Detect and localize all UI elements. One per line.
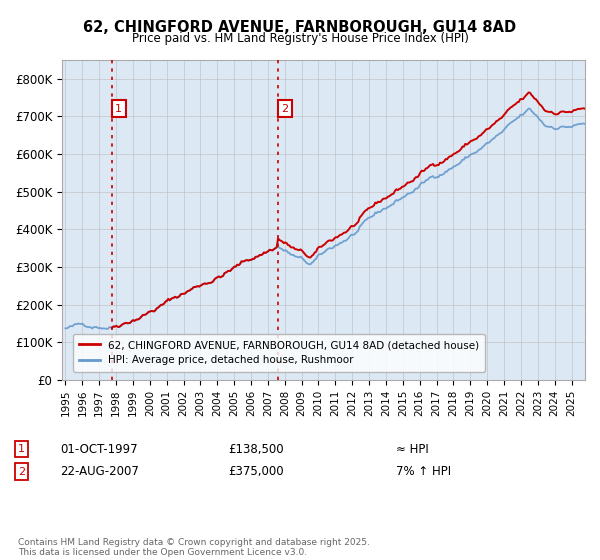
Text: £138,500: £138,500 [228, 442, 284, 456]
Legend: 62, CHINGFORD AVENUE, FARNBOROUGH, GU14 8AD (detached house), HPI: Average price: 62, CHINGFORD AVENUE, FARNBOROUGH, GU14 … [73, 334, 485, 372]
Text: 7% ↑ HPI: 7% ↑ HPI [396, 465, 451, 478]
Text: Contains HM Land Registry data © Crown copyright and database right 2025.
This d: Contains HM Land Registry data © Crown c… [18, 538, 370, 557]
Text: ≈ HPI: ≈ HPI [396, 442, 429, 456]
Text: 1: 1 [18, 444, 25, 454]
Text: Price paid vs. HM Land Registry's House Price Index (HPI): Price paid vs. HM Land Registry's House … [131, 32, 469, 45]
Text: £375,000: £375,000 [228, 465, 284, 478]
Text: 62, CHINGFORD AVENUE, FARNBOROUGH, GU14 8AD: 62, CHINGFORD AVENUE, FARNBOROUGH, GU14 … [83, 20, 517, 35]
Text: 22-AUG-2007: 22-AUG-2007 [60, 465, 139, 478]
Text: 2: 2 [281, 104, 288, 114]
Text: 2: 2 [18, 466, 25, 477]
Text: 01-OCT-1997: 01-OCT-1997 [60, 442, 137, 456]
Text: 1: 1 [115, 104, 122, 114]
